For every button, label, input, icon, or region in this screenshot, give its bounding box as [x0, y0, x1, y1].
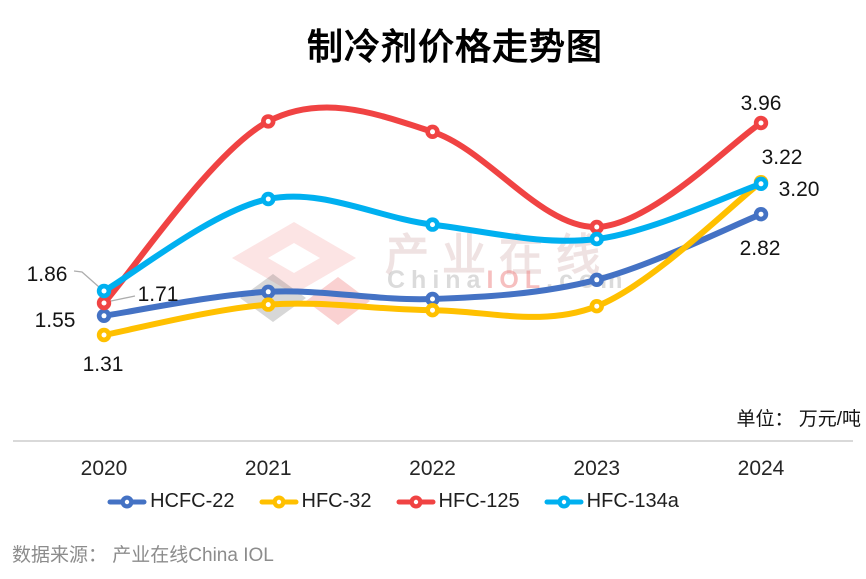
data-label-HFC-32-2024: 3.22 [761, 146, 803, 169]
x-label-2024: 2024 [737, 457, 785, 480]
source-label: 数据来源： 产业在线China IOL [12, 545, 274, 566]
marker-hole [101, 300, 107, 306]
marker-hole [265, 118, 271, 124]
marker-hole [430, 296, 435, 302]
marker-hole [594, 303, 600, 309]
legend-label-HFC-125: HFC-125 [438, 490, 520, 512]
legend-swatch-HFC-134a [544, 495, 584, 508]
marker-hole [265, 196, 271, 202]
data-label-HCFC-22-2024: 2.82 [739, 237, 781, 260]
data-label-HFC-134a-2020: 1.86 [26, 263, 68, 286]
marker-hole [594, 277, 600, 283]
label-leader-line [73, 270, 100, 288]
legend-item-HFC-134a: HFC-134a [544, 490, 679, 513]
legend: HCFC-22 HFC-32 HFC-125 HFC-134a [0, 490, 826, 513]
legend-item-HFC-32: HFC-32 [259, 490, 372, 513]
legend-label-HFC-134a: HFC-134a [586, 490, 679, 512]
data-label-HCFC-22-2020: 1.55 [34, 309, 76, 332]
legend-item-HCFC-22: HCFC-22 [107, 490, 235, 513]
legend-item-HFC-125: HFC-125 [396, 490, 520, 513]
x-label-2020: 2020 [80, 457, 128, 480]
marker-hole [101, 332, 107, 338]
marker-hole [594, 224, 600, 230]
label-leader-line [110, 295, 136, 302]
marker-hole [430, 222, 435, 228]
marker-hole [101, 313, 107, 319]
x-label-2022: 2022 [409, 457, 456, 480]
marker-hole [101, 288, 107, 294]
data-label-HFC-32-2020: 1.31 [82, 353, 124, 376]
marker-hole [758, 120, 764, 126]
marker-hole [430, 307, 435, 313]
legend-label-HFC-32: HFC-32 [301, 490, 372, 512]
unit-label: 单位： 万元/吨 [736, 409, 861, 430]
marker-hole [430, 129, 435, 135]
marker-hole [265, 302, 271, 308]
data-label-HFC-125-2024: 3.96 [740, 92, 782, 115]
x-label-2021: 2021 [244, 457, 292, 480]
x-axis-line [13, 440, 853, 442]
legend-swatch-HFC-32 [259, 495, 299, 508]
data-label-HFC-134a-2024: 3.20 [778, 178, 820, 201]
marker-hole [594, 236, 600, 242]
x-label-2023: 2023 [573, 457, 621, 480]
chart-title: 制冷剂价格走势图 [306, 26, 603, 67]
marker-hole [265, 289, 271, 295]
data-label-HFC-125-2020: 1.71 [137, 283, 179, 306]
legend-label-HCFC-22: HCFC-22 [150, 490, 235, 512]
legend-swatch-HCFC-22 [107, 495, 147, 508]
legend-swatch-HFC-125 [396, 495, 436, 508]
marker-hole [758, 211, 764, 217]
marker-hole [758, 181, 764, 187]
